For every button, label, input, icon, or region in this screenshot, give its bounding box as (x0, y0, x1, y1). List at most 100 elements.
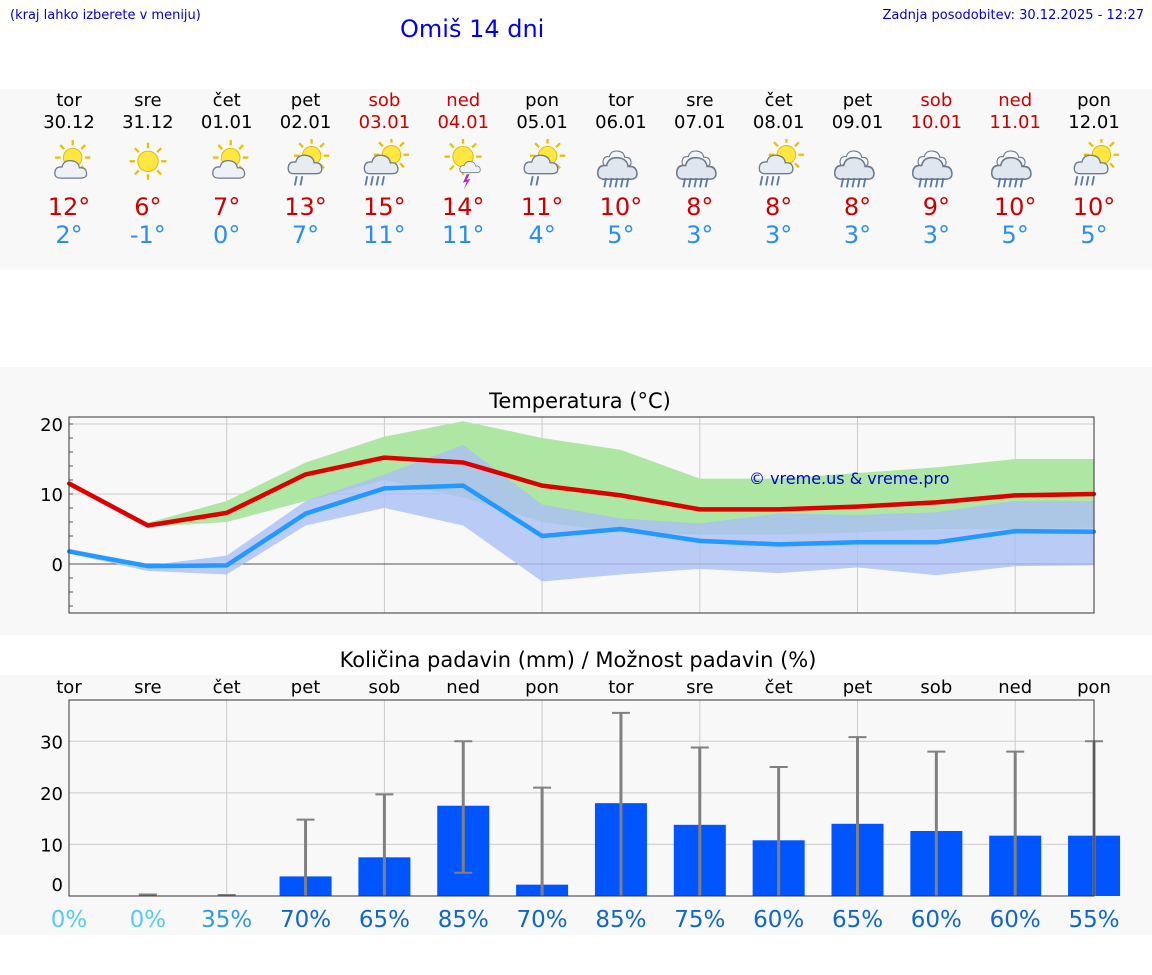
day-column: ned 11.01 10° 5° (975, 89, 1055, 249)
x-day-label: pet (291, 677, 321, 698)
min-temp: 3° (922, 221, 950, 249)
sun-cloud-heavy-rain-icon (739, 139, 819, 191)
y-tick-label: 30 (40, 732, 63, 753)
y-tick-label: 20 (40, 784, 63, 805)
x-day-label: sob (920, 677, 952, 698)
precip-chance: 0% (130, 907, 167, 933)
x-day-label: tor (56, 677, 82, 698)
chart-title: Količina padavin (mm) / Možnost padavin … (340, 648, 817, 672)
max-temp-point (224, 510, 229, 515)
cloud-heavy-rain-icon (581, 139, 661, 191)
max-temp: 9° (922, 193, 950, 221)
day-name: sre (134, 90, 162, 111)
day-date: 08.01 (752, 112, 805, 133)
day-name: pet (290, 90, 321, 111)
day-column: čet 08.01 8° 3° (739, 89, 819, 249)
precip-chance: 60% (990, 907, 1041, 933)
min-range-band (69, 445, 1095, 582)
cloud-heavy-rain-icon (660, 139, 740, 191)
precip-chance: 0% (51, 907, 88, 933)
max-temp-point (1013, 493, 1018, 498)
sun-cloud-heavy-rain-icon (344, 139, 424, 191)
day-date: 30.12 (43, 112, 95, 133)
day-name: čet (212, 90, 241, 111)
min-temp-line (68, 483, 1095, 569)
max-temp-point (303, 472, 308, 477)
precip-chance: 70% (280, 907, 331, 933)
location-menu-hint[interactable]: (kraj lahko izberete v meniju) (10, 8, 201, 23)
min-temp: 3° (686, 221, 714, 249)
max-temp: 10° (599, 193, 643, 221)
max-temp-point (776, 507, 781, 512)
cloud-heavy-rain-icon (818, 139, 898, 191)
min-temp: 3° (765, 221, 793, 249)
day-column: pet 02.01 13° 7° (266, 89, 346, 249)
day-name: sob (920, 90, 953, 111)
day-name: ned (446, 90, 481, 111)
day-column: pon 05.01 11° 4° (502, 89, 582, 249)
day-date: 09.01 (831, 112, 884, 133)
max-temp: 11° (520, 193, 564, 221)
day-column: sob 03.01 15° 11° (344, 89, 424, 249)
day-name: čet (764, 90, 793, 111)
precip-chance: 85% (595, 907, 646, 933)
min-temp-point (224, 563, 229, 568)
sun-cloud-rain-icon (502, 139, 582, 191)
day-date: 01.01 (200, 112, 253, 133)
day-name: ned (998, 90, 1033, 111)
max-temp: 7° (213, 193, 241, 221)
precip-chance: 65% (832, 907, 883, 933)
max-temp-point (540, 483, 545, 488)
x-day-label: sre (134, 677, 161, 698)
day-date: 11.01 (989, 112, 1041, 133)
min-temp: -1° (129, 221, 166, 249)
day-name: tor (56, 90, 82, 111)
max-temp: 12° (47, 193, 91, 221)
x-day-label: pet (843, 677, 873, 698)
min-temp: 7° (291, 221, 320, 249)
max-temp-point (855, 504, 860, 509)
x-day-label: pon (1077, 677, 1111, 698)
x-day-label: sre (686, 677, 713, 698)
plot-frame (68, 416, 1095, 614)
max-temp: 13° (284, 193, 327, 221)
x-day-label: čet (213, 677, 241, 698)
max-temp-point (934, 500, 939, 505)
max-temp-point (618, 493, 623, 498)
min-temp-point (382, 486, 387, 491)
min-temp-point (540, 534, 545, 538)
max-temp: 14° (441, 193, 485, 221)
last-updated: Zadnja posodobitev: 30.12.2025 - 12:27 (882, 8, 1144, 23)
watermark: © vreme.us & vreme.pro (749, 469, 950, 488)
min-temp-point (461, 483, 466, 488)
max-temp: 15° (363, 193, 406, 221)
min-temp: 11° (363, 221, 406, 249)
y-tick-label: 10 (40, 835, 63, 856)
day-column: pet 09.01 8° 3° (818, 89, 898, 249)
day-column: sre 31.12 6° -1° (108, 89, 188, 249)
max-temp-line (67, 455, 1095, 528)
page-title: Omiš 14 dni (400, 15, 545, 43)
sun-cloud-icon (29, 139, 109, 191)
day-name: pet (842, 90, 873, 111)
min-temp: 5° (1080, 221, 1108, 249)
min-temp-point (303, 511, 308, 516)
chart-title: Temperatura (°C) (488, 389, 671, 413)
y-tick-label: 20 (40, 415, 63, 436)
min-temp-point (697, 538, 702, 543)
max-temp: 10° (993, 193, 1037, 221)
x-day-label: sob (368, 677, 400, 698)
precip-chance: 85% (438, 907, 489, 933)
daily-forecast-strip: tor 30.12 12° 2° sre 31.12 6° -1° čet 01.01 7° 0° pe… (0, 89, 1152, 270)
min-temp: 5° (607, 221, 635, 249)
min-temp: 4° (528, 221, 556, 249)
max-temp-point (145, 523, 150, 528)
day-column: čet 01.01 7° 0° (187, 89, 267, 249)
day-column: pon 12.01 10° 5° (1054, 89, 1134, 249)
min-temp: 5° (1001, 221, 1029, 249)
day-date: 10.01 (910, 112, 963, 133)
day-name: pon (525, 90, 560, 111)
max-temp-point (382, 455, 387, 460)
day-name: pon (1077, 90, 1111, 111)
precip-chance: 65% (359, 907, 410, 933)
